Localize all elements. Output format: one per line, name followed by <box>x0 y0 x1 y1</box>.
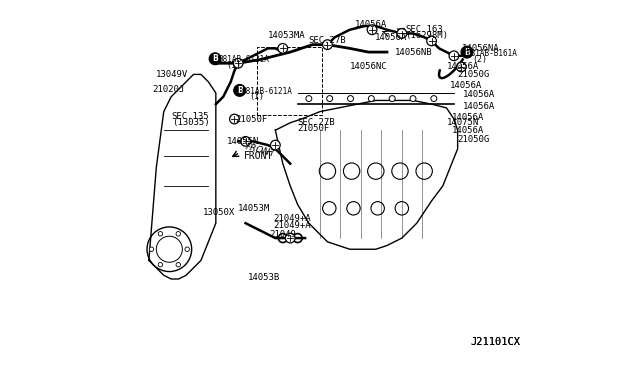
Text: J21101CX: J21101CX <box>470 337 521 347</box>
Text: 21049+A: 21049+A <box>273 221 311 230</box>
Text: B: B <box>464 48 470 57</box>
Circle shape <box>427 36 436 46</box>
Text: 081AB-B161A: 081AB-B161A <box>467 49 518 58</box>
Circle shape <box>285 233 295 243</box>
Circle shape <box>278 44 287 53</box>
Text: 14056A: 14056A <box>452 126 484 135</box>
Text: 13050X: 13050X <box>203 208 235 217</box>
Circle shape <box>461 46 473 58</box>
Text: SEC.27B: SEC.27B <box>309 36 346 45</box>
Circle shape <box>149 247 154 251</box>
Text: 14056NC: 14056NC <box>349 62 387 71</box>
Text: FRONT: FRONT <box>244 151 273 161</box>
Circle shape <box>234 84 246 96</box>
Text: 21050G: 21050G <box>458 135 490 144</box>
Text: SEC.27B: SEC.27B <box>298 118 335 127</box>
Circle shape <box>158 263 163 267</box>
Text: B: B <box>237 86 243 95</box>
Circle shape <box>326 96 333 102</box>
Circle shape <box>323 40 332 49</box>
Text: 14055N: 14055N <box>227 137 259 146</box>
Text: 21050F: 21050F <box>235 115 268 124</box>
Circle shape <box>397 29 406 38</box>
Text: 14053MA: 14053MA <box>268 31 305 40</box>
Text: 21049: 21049 <box>270 230 297 239</box>
Circle shape <box>348 96 353 102</box>
Text: 14056A: 14056A <box>355 20 388 29</box>
Circle shape <box>389 96 395 102</box>
Circle shape <box>241 137 250 146</box>
Circle shape <box>209 53 221 65</box>
Text: (16298M): (16298M) <box>405 31 448 40</box>
Text: (1): (1) <box>227 61 241 70</box>
Text: 21050F: 21050F <box>298 124 330 133</box>
Text: SEC.135: SEC.135 <box>172 112 209 121</box>
Text: 14075N: 14075N <box>447 118 479 127</box>
Text: 21050G: 21050G <box>457 70 489 79</box>
Circle shape <box>230 114 239 124</box>
Text: 14056A: 14056A <box>447 62 479 71</box>
Text: 14056NB: 14056NB <box>394 48 432 57</box>
Text: B: B <box>212 54 218 63</box>
Circle shape <box>367 25 377 35</box>
Text: 14053B: 14053B <box>248 273 280 282</box>
Circle shape <box>456 62 466 72</box>
Text: 14053M: 14053M <box>238 204 271 213</box>
Circle shape <box>306 96 312 102</box>
Text: J21101CX: J21101CX <box>470 337 521 347</box>
Text: 14056A: 14056A <box>463 102 495 110</box>
Text: 14056A: 14056A <box>375 33 407 42</box>
Text: 14056A: 14056A <box>463 90 495 99</box>
Text: SEC.163: SEC.163 <box>406 25 443 34</box>
Circle shape <box>158 231 163 236</box>
Text: 21049+A: 21049+A <box>273 214 311 223</box>
Circle shape <box>369 96 374 102</box>
Text: 081AB-6121A: 081AB-6121A <box>242 87 292 96</box>
Text: 14056A: 14056A <box>452 113 484 122</box>
Text: (2): (2) <box>472 55 488 64</box>
Circle shape <box>234 58 243 68</box>
Bar <box>257 46 322 115</box>
Circle shape <box>176 263 180 267</box>
Text: (13035): (13035) <box>172 118 209 126</box>
Circle shape <box>410 96 416 102</box>
Circle shape <box>185 247 189 251</box>
Text: 21020J: 21020J <box>152 85 184 94</box>
Circle shape <box>431 96 437 102</box>
Text: 14056A: 14056A <box>450 81 483 90</box>
Text: (1): (1) <box>250 92 264 101</box>
Text: 14056NA: 14056NA <box>461 44 499 53</box>
Text: 13049V: 13049V <box>156 70 189 79</box>
Text: 081AB-6121A: 081AB-6121A <box>219 55 269 64</box>
Circle shape <box>271 140 280 150</box>
Text: FRONT: FRONT <box>244 142 276 159</box>
Circle shape <box>449 51 459 61</box>
Circle shape <box>176 231 180 236</box>
